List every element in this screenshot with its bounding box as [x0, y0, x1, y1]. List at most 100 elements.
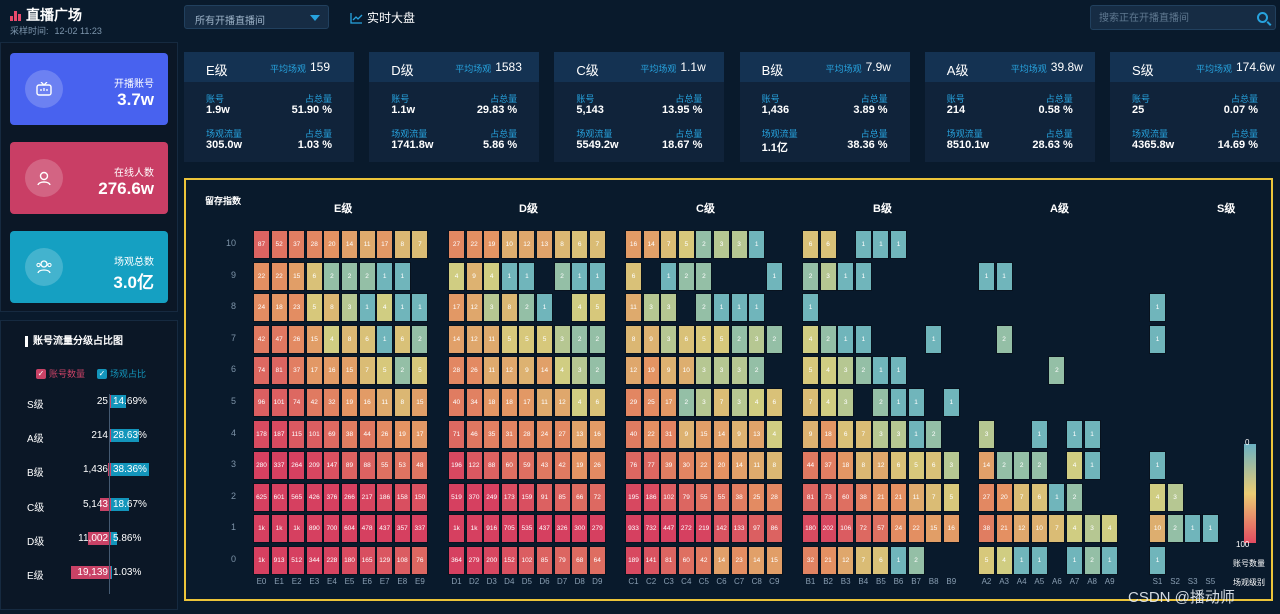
heatmap-cell[interactable]: 88: [358, 451, 376, 481]
heatmap-cell[interactable]: 2: [872, 388, 890, 417]
heatmap-cell[interactable]: 5: [978, 546, 995, 575]
heatmap-cell[interactable]: 601: [270, 482, 288, 512]
search-box[interactable]: [1090, 5, 1276, 30]
heatmap-cell[interactable]: 7: [802, 388, 819, 417]
heatmap-cell[interactable]: 1: [890, 230, 907, 259]
legend-views[interactable]: ✓ 场观占比: [97, 367, 146, 380]
heatmap-cell[interactable]: 7: [1013, 482, 1031, 512]
heatmap-cell[interactable]: 19: [341, 388, 358, 417]
heatmap-cell[interactable]: 300: [571, 514, 589, 544]
heatmap-cell[interactable]: 30: [677, 451, 695, 481]
heatmap-cell[interactable]: 79: [677, 482, 695, 512]
heatmap-cell[interactable]: 64: [588, 546, 606, 575]
heatmap-cell[interactable]: 77: [642, 451, 660, 481]
heatmap-cell[interactable]: 55: [695, 482, 713, 512]
heatmap-cell[interactable]: 43: [536, 451, 553, 481]
heatmap-cell[interactable]: 9: [642, 324, 660, 354]
heatmap-cell[interactable]: 437: [376, 514, 394, 544]
heatmap-cell[interactable]: 12: [465, 293, 483, 323]
heatmap-cell[interactable]: 25: [642, 388, 660, 417]
heatmap-cell[interactable]: 26: [465, 356, 483, 386]
heatmap-cell[interactable]: 16: [625, 230, 642, 259]
heatmap-cell[interactable]: 20: [323, 230, 341, 259]
heatmap-cell[interactable]: 1: [854, 230, 872, 259]
heatmap-cell[interactable]: 7: [660, 230, 678, 259]
heatmap-cell[interactable]: 5: [713, 324, 730, 354]
heatmap-cell[interactable]: 12: [465, 324, 483, 354]
heatmap-cell[interactable]: 2: [553, 261, 571, 291]
heatmap-cell[interactable]: 6: [765, 388, 783, 417]
heatmap-cell[interactable]: 42: [553, 451, 571, 481]
heatmap-cell[interactable]: 10: [1149, 514, 1166, 544]
heatmap-cell[interactable]: 6: [677, 324, 695, 354]
heatmap-cell[interactable]: 11: [483, 356, 501, 386]
heatmap-cell[interactable]: 10: [500, 230, 518, 259]
heatmap-cell[interactable]: 1: [1083, 419, 1101, 449]
heatmap-cell[interactable]: 8: [323, 293, 341, 323]
heatmap-cell[interactable]: 357: [393, 514, 411, 544]
heatmap-cell[interactable]: 18: [819, 419, 837, 449]
heatmap-cell[interactable]: 6: [802, 230, 819, 259]
heatmap-cell[interactable]: 1: [925, 324, 943, 354]
heatmap-cell[interactable]: 22: [642, 419, 660, 449]
heatmap-cell[interactable]: 27: [978, 482, 995, 512]
heatmap-cell[interactable]: 13: [748, 419, 766, 449]
heatmap-cell[interactable]: 141: [642, 546, 660, 575]
heatmap-cell[interactable]: 19: [571, 451, 589, 481]
heatmap-cell[interactable]: 2: [695, 293, 713, 323]
heatmap-cell[interactable]: 200: [483, 546, 501, 575]
heatmap-cell[interactable]: 16: [323, 356, 341, 386]
heatmap-cell[interactable]: 11: [536, 388, 553, 417]
heatmap-cell[interactable]: 202: [819, 514, 837, 544]
heatmap-cell[interactable]: 37: [288, 230, 306, 259]
heatmap-cell[interactable]: 22: [253, 261, 270, 291]
heatmap-cell[interactable]: 18: [500, 388, 518, 417]
heatmap-cell[interactable]: 5: [942, 482, 960, 512]
heatmap-cell[interactable]: 14: [341, 230, 358, 259]
heatmap-cell[interactable]: 17: [660, 388, 678, 417]
heatmap-cell[interactable]: 217: [358, 482, 376, 512]
heatmap-cell[interactable]: 1: [411, 293, 429, 323]
heatmap-cell[interactable]: 1: [995, 261, 1013, 291]
heatmap-cell[interactable]: 280: [253, 451, 270, 481]
heatmap-cell[interactable]: 6: [571, 230, 589, 259]
heatmap-cell[interactable]: 1: [358, 293, 376, 323]
heatmap-cell[interactable]: 52: [270, 230, 288, 259]
heatmap-cell[interactable]: 76: [411, 546, 429, 575]
heatmap-cell[interactable]: 5: [500, 324, 518, 354]
heatmap-cell[interactable]: 1: [837, 261, 855, 291]
heatmap-cell[interactable]: 9: [465, 261, 483, 291]
heatmap-cell[interactable]: 60: [837, 482, 855, 512]
heatmap-cell[interactable]: 1: [518, 261, 536, 291]
heatmap-cell[interactable]: 101: [270, 388, 288, 417]
heatmap-cell[interactable]: 5: [677, 230, 695, 259]
heatmap-cell[interactable]: 2: [1066, 482, 1083, 512]
heatmap-cell[interactable]: 3: [730, 388, 748, 417]
heatmap-cell[interactable]: 2: [907, 546, 925, 575]
heatmap-cell[interactable]: 86: [765, 514, 783, 544]
heatmap-cell[interactable]: 2: [323, 261, 341, 291]
heatmap-cell[interactable]: 7: [854, 546, 872, 575]
views-bar[interactable]: [111, 463, 149, 476]
heatmap-cell[interactable]: 15: [925, 514, 943, 544]
heatmap-cell[interactable]: 7: [588, 230, 606, 259]
heatmap-cell[interactable]: 1k: [270, 514, 288, 544]
heatmap-cell[interactable]: 4: [1149, 482, 1166, 512]
heatmap-cell[interactable]: 2: [925, 419, 943, 449]
heatmap-cell[interactable]: 3: [1166, 482, 1184, 512]
heatmap-cell[interactable]: 2: [341, 261, 358, 291]
heatmap-cell[interactable]: 24: [536, 419, 553, 449]
heatmap-cell[interactable]: 89: [341, 451, 358, 481]
heatmap-cell[interactable]: 40: [448, 388, 465, 417]
heatmap-cell[interactable]: 19: [483, 230, 501, 259]
heatmap-cell[interactable]: 55: [713, 482, 730, 512]
heatmap-cell[interactable]: 38: [978, 514, 995, 544]
heatmap-cell[interactable]: 173: [500, 482, 518, 512]
heatmap-cell[interactable]: 1: [376, 324, 394, 354]
heatmap-cell[interactable]: 8: [553, 230, 571, 259]
heatmap-cell[interactable]: 916: [483, 514, 501, 544]
heatmap-cell[interactable]: 1: [1083, 451, 1101, 481]
account-bar[interactable]: [88, 532, 111, 545]
heatmap-cell[interactable]: 25: [748, 482, 766, 512]
heatmap-cell[interactable]: 209: [305, 451, 323, 481]
